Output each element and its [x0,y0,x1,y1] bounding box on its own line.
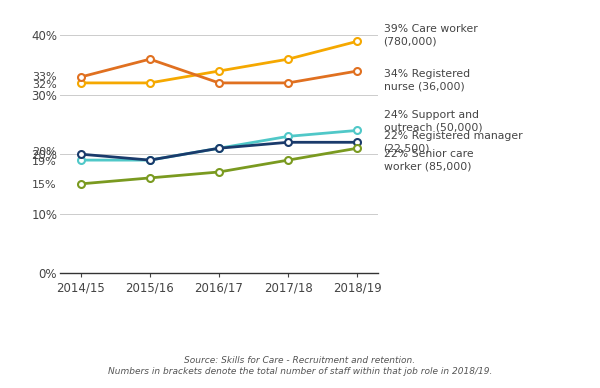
Text: 22% Registered manager
(22,500): 22% Registered manager (22,500) [383,131,522,154]
Text: 19%: 19% [32,157,56,167]
Text: 22% Senior care
worker (85,000): 22% Senior care worker (85,000) [383,149,473,171]
Text: 15%: 15% [32,180,56,190]
Text: 20%: 20% [32,147,56,158]
Text: 32%: 32% [32,80,56,90]
Text: 34% Registered
nurse (36,000): 34% Registered nurse (36,000) [383,69,470,91]
Text: 39% Care worker
(780,000): 39% Care worker (780,000) [383,24,477,47]
Text: 24% Support and
outreach (50,000): 24% Support and outreach (50,000) [383,110,482,133]
Text: Source: Skills for Care - Recruitment and retention.
Numbers in brackets denote : Source: Skills for Care - Recruitment an… [108,355,492,376]
Text: 33%: 33% [32,72,56,82]
